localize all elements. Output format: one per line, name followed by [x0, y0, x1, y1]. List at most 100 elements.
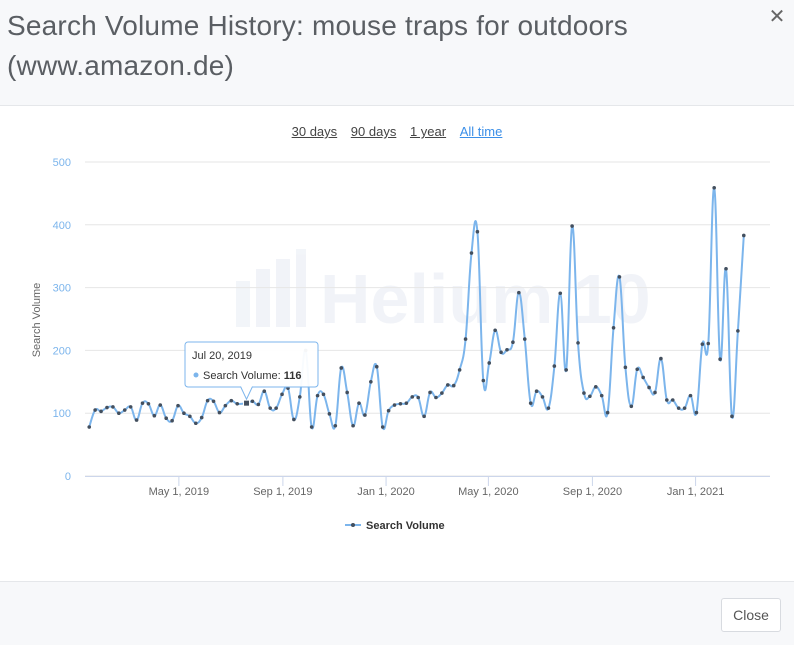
data-point[interactable]	[374, 364, 379, 369]
data-point[interactable]	[505, 347, 509, 352]
data-point[interactable]	[309, 425, 314, 429]
data-point[interactable]	[730, 414, 734, 419]
data-point[interactable]	[617, 275, 622, 279]
data-point[interactable]	[363, 413, 367, 417]
data-point[interactable]	[647, 385, 651, 390]
data-point[interactable]	[111, 405, 115, 409]
range-1-year[interactable]: 1 year	[409, 124, 447, 139]
data-point[interactable]	[682, 406, 687, 410]
data-point[interactable]	[641, 375, 645, 380]
data-point[interactable]	[428, 390, 432, 395]
data-point[interactable]	[700, 342, 705, 346]
data-point[interactable]	[158, 403, 163, 407]
data-point[interactable]	[211, 399, 216, 404]
chart-legend[interactable]: Search Volume	[345, 520, 445, 532]
data-point[interactable]	[274, 406, 278, 410]
data-point[interactable]	[357, 401, 361, 405]
data-point[interactable]	[552, 364, 557, 368]
data-point[interactable]	[653, 390, 657, 395]
data-point[interactable]	[404, 401, 409, 405]
data-point[interactable]	[445, 383, 450, 387]
data-point[interactable]	[327, 412, 332, 416]
data-point[interactable]	[235, 401, 240, 406]
data-point[interactable]	[558, 291, 563, 296]
data-point[interactable]	[292, 417, 296, 422]
data-point[interactable]	[170, 418, 174, 423]
data-point[interactable]	[741, 233, 746, 238]
data-point[interactable]	[688, 393, 693, 398]
data-point[interactable]	[440, 391, 444, 395]
data-point[interactable]	[250, 399, 255, 404]
data-point[interactable]	[140, 401, 145, 405]
data-point[interactable]	[164, 416, 168, 421]
data-point[interactable]	[99, 409, 103, 414]
data-point[interactable]	[659, 356, 663, 361]
data-point[interactable]	[268, 406, 273, 410]
data-point[interactable]	[676, 406, 681, 410]
data-point[interactable]	[623, 365, 628, 370]
data-point[interactable]	[540, 395, 545, 399]
data-point[interactable]	[229, 398, 234, 403]
data-point[interactable]	[670, 398, 675, 402]
data-point[interactable]	[605, 410, 610, 415]
range-all-time[interactable]: All time	[459, 124, 503, 139]
data-point[interactable]	[333, 423, 338, 428]
data-point[interactable]	[570, 224, 574, 228]
data-point[interactable]	[262, 389, 267, 394]
data-point[interactable]	[386, 408, 391, 413]
data-point[interactable]	[380, 425, 385, 429]
data-point[interactable]	[105, 405, 109, 410]
data-point[interactable]	[199, 415, 204, 420]
data-point[interactable]	[463, 337, 468, 341]
data-point[interactable]	[469, 251, 474, 255]
data-point[interactable]	[315, 393, 320, 398]
data-point[interactable]	[499, 350, 503, 355]
data-point[interactable]	[635, 367, 640, 372]
data-point[interactable]	[564, 368, 568, 372]
data-point[interactable]	[493, 328, 497, 333]
data-point[interactable]	[122, 408, 127, 412]
data-point[interactable]	[256, 402, 261, 407]
data-point[interactable]	[588, 394, 592, 399]
data-point[interactable]	[93, 408, 97, 412]
data-point[interactable]	[321, 392, 326, 397]
data-point[interactable]	[223, 403, 228, 408]
data-point[interactable]	[188, 414, 192, 419]
data-point[interactable]	[534, 389, 539, 394]
data-point[interactable]	[217, 410, 222, 415]
data-point[interactable]	[205, 398, 210, 403]
data-point[interactable]	[546, 406, 551, 410]
range-90-days[interactable]: 90 days	[350, 124, 397, 139]
data-point[interactable]	[392, 403, 397, 407]
data-point[interactable]	[298, 395, 302, 399]
data-point[interactable]	[611, 325, 616, 330]
data-point[interactable]	[339, 366, 344, 370]
data-point[interactable]	[487, 361, 492, 365]
data-point[interactable]	[576, 341, 580, 345]
data-point[interactable]	[351, 423, 355, 428]
close-button[interactable]: Close	[721, 598, 781, 632]
data-point[interactable]	[475, 229, 480, 234]
data-point[interactable]	[193, 421, 198, 426]
data-point[interactable]	[416, 395, 420, 400]
close-icon[interactable]: ✕	[768, 6, 786, 28]
data-point[interactable]	[694, 410, 699, 415]
data-point[interactable]	[410, 395, 415, 399]
data-point[interactable]	[280, 392, 284, 397]
data-point[interactable]	[345, 390, 349, 395]
data-point[interactable]	[369, 380, 373, 384]
data-point[interactable]	[457, 368, 462, 372]
data-point[interactable]	[481, 378, 486, 383]
data-point[interactable]	[422, 414, 426, 419]
data-point[interactable]	[706, 341, 711, 346]
data-point[interactable]	[724, 266, 728, 271]
data-point[interactable]	[528, 401, 533, 405]
data-point[interactable]	[736, 329, 740, 333]
data-point[interactable]	[511, 340, 515, 345]
data-point[interactable]	[629, 404, 634, 409]
data-point[interactable]	[182, 411, 186, 416]
data-point[interactable]	[593, 385, 598, 389]
data-point[interactable]	[117, 411, 121, 416]
range-30-days[interactable]: 30 days	[291, 124, 338, 139]
data-point[interactable]	[665, 398, 669, 402]
